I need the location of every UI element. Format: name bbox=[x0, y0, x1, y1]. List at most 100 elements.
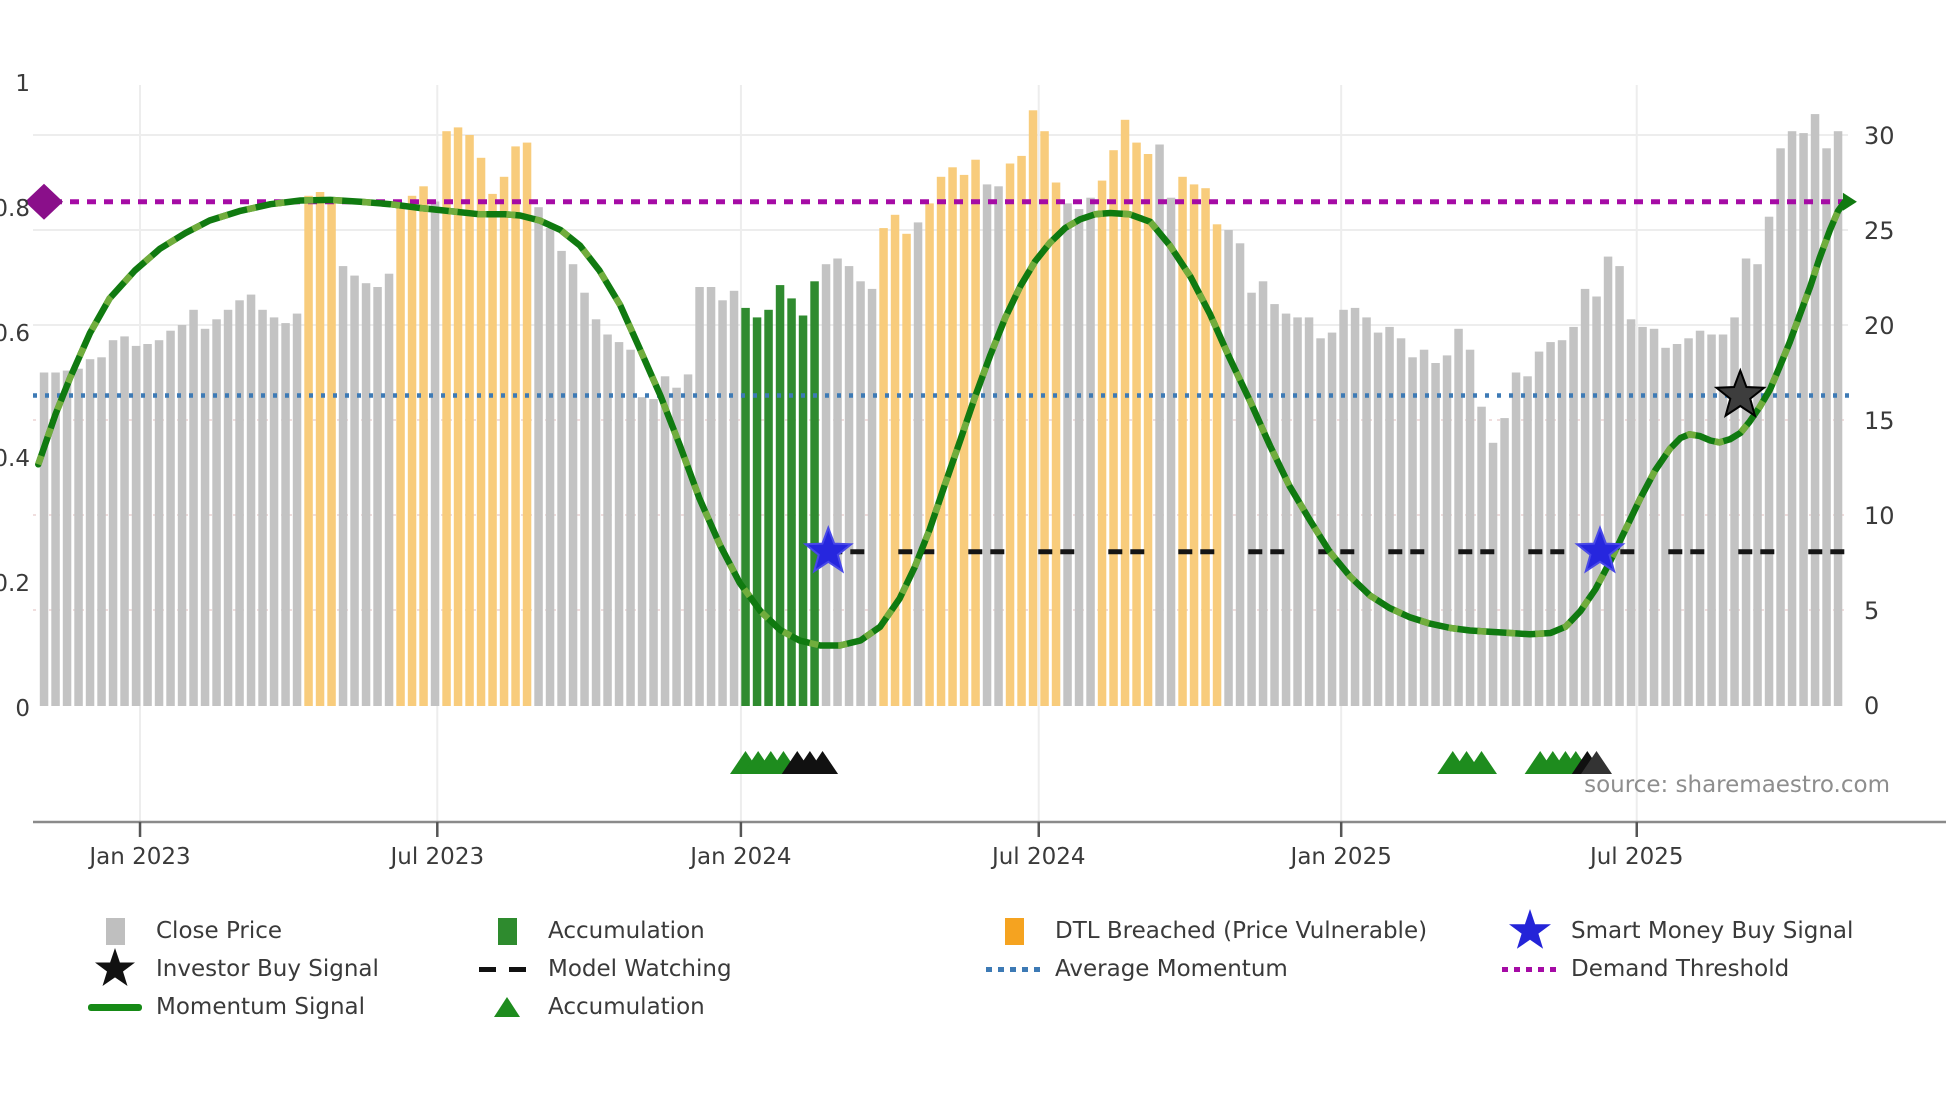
price-bar bbox=[522, 142, 532, 707]
price-bar bbox=[1718, 334, 1728, 706]
legend-item-accumulation-triangle: Accumulation bbox=[478, 988, 732, 1026]
price-bar bbox=[1293, 317, 1302, 706]
price-bar bbox=[1615, 266, 1624, 706]
price-bar bbox=[879, 228, 888, 706]
price-bar bbox=[614, 342, 624, 706]
price-bar bbox=[729, 290, 739, 706]
price-bar bbox=[1672, 344, 1682, 706]
left-axis-tick-label: 0.4 bbox=[0, 446, 30, 472]
right-axis-tick-label: 0 bbox=[1864, 692, 1879, 720]
price-bar bbox=[235, 300, 244, 706]
price-bar bbox=[1143, 154, 1153, 706]
price-bar bbox=[1109, 150, 1118, 706]
price-bar bbox=[1005, 163, 1015, 706]
legend-label: Momentum Signal bbox=[156, 994, 366, 1020]
legend-label: Accumulation bbox=[548, 918, 705, 944]
price-bar bbox=[120, 336, 129, 706]
legend-column-2: Accumulation Model Watching Accumulation bbox=[478, 912, 732, 1026]
price-bar bbox=[982, 184, 992, 706]
price-bar bbox=[660, 376, 670, 706]
price-bar bbox=[258, 309, 267, 706]
price-bar bbox=[1396, 338, 1406, 706]
close-price-swatch-icon bbox=[105, 917, 125, 945]
price-bar bbox=[844, 266, 854, 706]
price-bar bbox=[246, 294, 256, 706]
momentum-arrow-icon bbox=[1842, 192, 1857, 211]
price-bar bbox=[1454, 328, 1463, 706]
chart-canvas: 1 0.8 0.6 0.4 0.2 0 30 25 20 15 10 5 0 Jan 2023 Jul 20… bbox=[0, 71, 1946, 870]
price-bar bbox=[936, 176, 946, 707]
price-bar bbox=[1132, 142, 1141, 707]
price-bar bbox=[1488, 442, 1498, 706]
price-bar bbox=[1051, 182, 1061, 706]
price-bar bbox=[890, 214, 900, 707]
price-bar bbox=[200, 328, 210, 706]
accumulation-triangle-icon bbox=[1466, 751, 1497, 774]
price-bar bbox=[913, 222, 923, 706]
price-bar bbox=[154, 340, 164, 706]
price-bar bbox=[1431, 363, 1440, 706]
price-bar bbox=[672, 387, 681, 706]
black-dashed-line-icon bbox=[479, 966, 535, 972]
price-bar bbox=[212, 319, 221, 706]
price-bar bbox=[499, 176, 509, 707]
price-bar bbox=[419, 186, 428, 707]
price-bar bbox=[1373, 332, 1383, 706]
price-bar bbox=[867, 288, 877, 706]
price-bar bbox=[1235, 243, 1245, 707]
blue-dotted-line-icon bbox=[986, 966, 1042, 972]
price-bar bbox=[557, 250, 566, 706]
price-bar bbox=[1465, 349, 1475, 706]
price-bar bbox=[718, 300, 727, 706]
right-axis-tick-label: 15 bbox=[1864, 407, 1895, 435]
accumulation-triangle-icon bbox=[1581, 751, 1612, 774]
price-bar bbox=[1155, 144, 1164, 706]
price-bar bbox=[649, 399, 658, 706]
price-bar bbox=[1201, 188, 1210, 706]
price-bar bbox=[752, 317, 762, 706]
price-bar bbox=[1040, 131, 1049, 706]
price-bar bbox=[1603, 256, 1613, 706]
legend-label: Model Watching bbox=[548, 956, 732, 982]
price-bar bbox=[97, 357, 106, 706]
price-bar bbox=[764, 309, 773, 706]
legend-column-1: Close Price Investor Buy Signal Momentum… bbox=[86, 912, 379, 1026]
legend-item-dtl-breached: DTL Breached (Price Vulnerable) bbox=[985, 912, 1427, 950]
price-bar bbox=[1764, 216, 1774, 706]
price-bar bbox=[1270, 304, 1279, 706]
price-bar bbox=[1534, 351, 1544, 706]
right-axis-tick-label: 25 bbox=[1864, 217, 1895, 245]
price-bar bbox=[1638, 326, 1647, 706]
price-bar bbox=[1419, 349, 1429, 706]
green-triangle-icon bbox=[494, 997, 520, 1017]
legend: Close Price Investor Buy Signal Momentum… bbox=[0, 909, 1960, 1042]
price-bar bbox=[465, 135, 474, 706]
price-bar bbox=[1500, 418, 1509, 706]
price-bar bbox=[1580, 288, 1590, 706]
price-bar bbox=[1350, 307, 1360, 706]
price-bar bbox=[1178, 176, 1187, 707]
price-bar bbox=[902, 233, 911, 707]
investor-buy-signal-star-icon bbox=[1713, 367, 1767, 419]
price-bar bbox=[488, 193, 497, 706]
price-bar bbox=[580, 292, 589, 706]
legend-item-momentum-signal: Momentum Signal bbox=[86, 988, 379, 1026]
legend-column-4: Smart Money Buy Signal Demand Threshold bbox=[1501, 909, 1853, 988]
price-bar bbox=[108, 340, 118, 706]
x-axis-tick-label: Jan 2024 bbox=[688, 844, 791, 870]
price-bar bbox=[925, 203, 934, 706]
price-bar bbox=[1224, 230, 1233, 706]
green-line-icon bbox=[88, 1003, 142, 1011]
price-bar bbox=[1189, 184, 1199, 706]
price-bar bbox=[603, 334, 612, 706]
price-bar bbox=[959, 174, 969, 706]
price-bar bbox=[1327, 332, 1337, 706]
price-bar bbox=[856, 281, 865, 706]
blue-star-icon bbox=[1509, 909, 1551, 949]
price-bar bbox=[637, 397, 647, 706]
price-bar bbox=[683, 374, 693, 706]
price-bar bbox=[1086, 197, 1095, 706]
price-bar bbox=[741, 307, 750, 706]
left-axis-tick-label: 1 bbox=[15, 71, 30, 97]
price-bar bbox=[361, 283, 371, 706]
